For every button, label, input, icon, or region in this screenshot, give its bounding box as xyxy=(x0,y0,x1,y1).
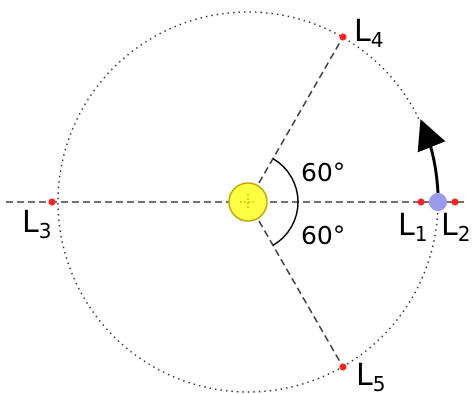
l2-label: L2 xyxy=(441,208,470,246)
l5-label: L5 xyxy=(356,358,385,394)
l3-point xyxy=(48,198,56,206)
l3-label: L3 xyxy=(22,205,51,243)
l2-point xyxy=(451,198,459,206)
angle-label-lower: 60° xyxy=(301,221,345,250)
planet-icon xyxy=(429,193,447,211)
line-to-l4 xyxy=(247,36,344,203)
l4-point xyxy=(339,33,347,41)
angle-arc-upper xyxy=(272,158,299,203)
l4-label: L4 xyxy=(354,14,383,52)
l1-point xyxy=(417,198,425,206)
line-to-l5 xyxy=(247,201,344,368)
l5-point xyxy=(339,363,347,371)
angle-label-upper: 60° xyxy=(301,158,345,187)
sun-icon xyxy=(228,182,268,222)
l1-label: L1 xyxy=(398,208,427,246)
curved-arrow-icon xyxy=(417,119,446,194)
angle-arc-lower xyxy=(272,201,299,246)
